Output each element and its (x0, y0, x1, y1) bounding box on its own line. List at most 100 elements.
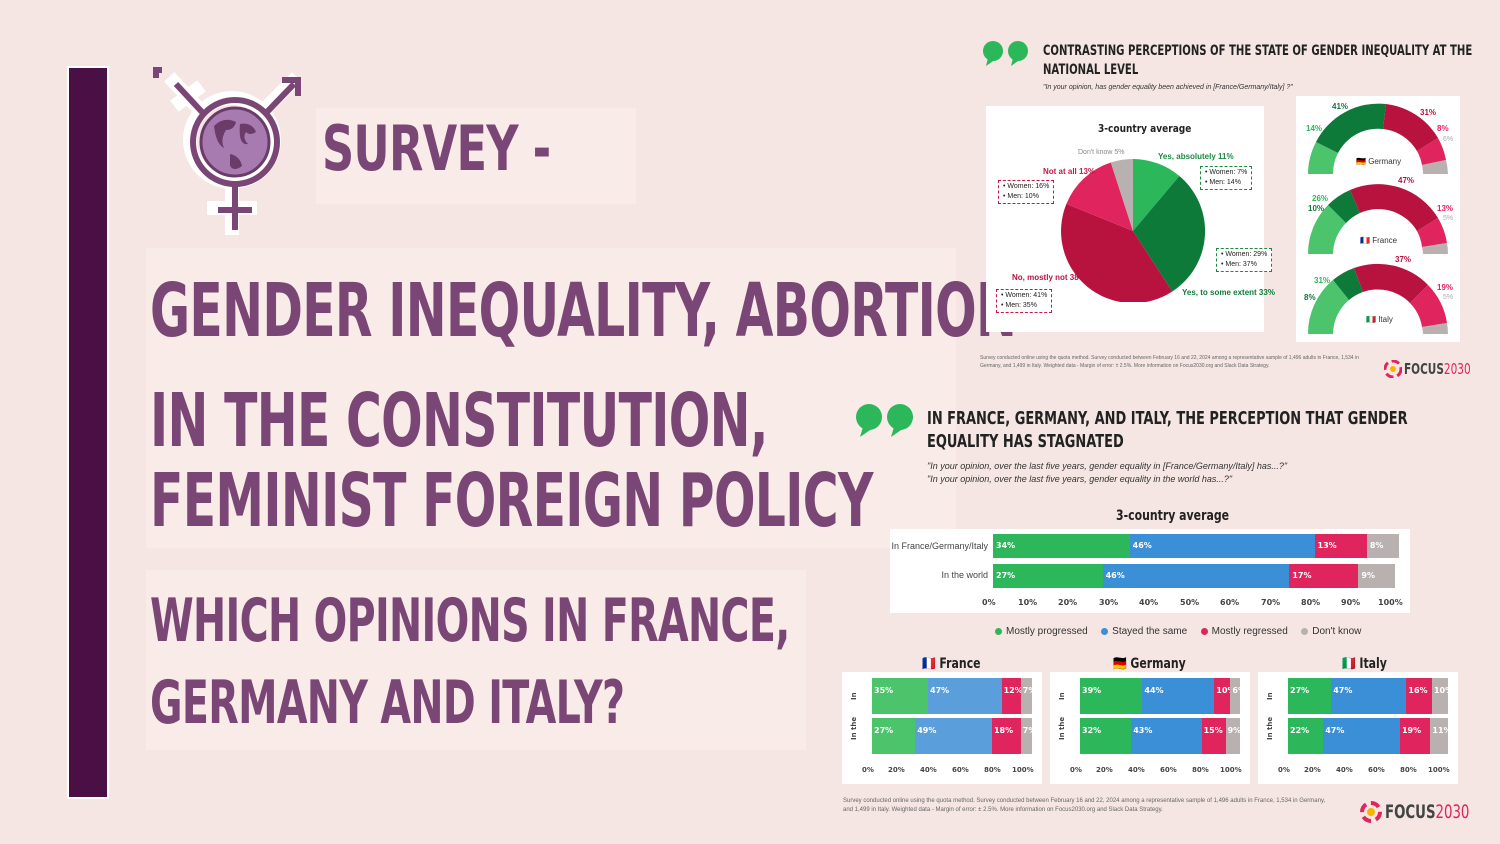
gender-globe-icon (153, 67, 302, 235)
bar-segment: 32% (1080, 718, 1132, 754)
bar-segment: 17% (1289, 564, 1359, 588)
country-title-france: 🇫🇷 France (922, 656, 981, 672)
mini-bar-row: 27% 49% 18% 7% (872, 718, 1032, 754)
pie-label-yes-some-extent: Yes, to some extent 33% (1182, 288, 1275, 297)
bar-segment: 7% (1020, 718, 1032, 754)
country-card-italy: In In the 27% 47% 16% 10% 22% 47% 19% 11… (1258, 672, 1458, 784)
mini-tick: 20% (1304, 766, 1321, 774)
gauge-it-3: 37% (1395, 255, 1412, 264)
mini-bar-row: 39% 44% 10% 6% (1080, 678, 1240, 714)
legend-same: Stayed the same (1101, 626, 1187, 637)
mini-tick: 80% (1192, 766, 1209, 774)
gauge-de-1: 14% (1306, 124, 1323, 133)
gauge-charts (1307, 103, 1448, 334)
bar-segment: 27% (993, 564, 1103, 588)
country-title-italy: 🇮🇹 Italy (1342, 656, 1387, 672)
quote-icon (983, 41, 1028, 66)
gauge-fr-4: 13% (1437, 204, 1454, 213)
bottom-footnote: Survey conducted online using the quota … (843, 798, 1326, 813)
legend-regressed: Mostly regressed (1200, 626, 1288, 637)
mini-tick: 40% (1128, 766, 1145, 774)
bar-segment: 9% (1225, 718, 1240, 754)
breakdown-yes-absolutely: • Women: 7% • Men: 14% (1200, 166, 1253, 190)
bar-segment: 27% (872, 718, 916, 754)
tick: 40% (1139, 598, 1159, 607)
bar-segment: 39% (1080, 678, 1143, 714)
bottom-question-2: "In your opinion, over the last five yea… (927, 474, 1233, 484)
mini-tick: 0% (1278, 766, 1290, 774)
bar-segment: 47% (928, 678, 1002, 714)
bar-segment: 18% (991, 718, 1021, 754)
pie-label-not-at-all: Not at all 13% (1043, 167, 1096, 176)
gauge-de-label: 🇩🇪 Germany (1356, 157, 1402, 166)
gauge-fr-label: 🇫🇷 France (1360, 236, 1398, 245)
focus-logo-top: FOCUS2030 (1384, 360, 1499, 378)
subtitle-highlight (146, 570, 806, 750)
bar-segment: 44% (1142, 678, 1215, 714)
bar-segment: 22% (1288, 718, 1324, 754)
subtitle-line-2: GERMANY AND ITALY? (150, 668, 625, 738)
bar-segment: 34% (993, 534, 1130, 558)
quote-icon-2 (856, 404, 913, 437)
headline-highlight (146, 248, 956, 548)
pie-label-no-mostly-not: No, mostly not 38% (1012, 273, 1086, 282)
mini-tick: 20% (1096, 766, 1113, 774)
avg-row-label-2: In the world (941, 570, 988, 580)
pie-title: 3-country average (1098, 122, 1192, 135)
mini-bar-row: 35% 47% 12% 7% (872, 678, 1032, 714)
breakdown-no-mostly-not: • Women: 41% • Men: 35% (996, 289, 1053, 313)
mini-row-label: In the (850, 716, 858, 740)
gauge-it-2: 8% (1304, 293, 1316, 302)
bar-segment: 27% (1288, 678, 1332, 714)
top-question: "In your opinion, has gender equality be… (1043, 84, 1293, 91)
headline-line-3: FEMINIST FOREIGN POLICY (150, 458, 873, 544)
gauge-de-2: 41% (1332, 102, 1349, 111)
bar-segment: 13% (1314, 534, 1367, 558)
country-card-germany: In In the 39% 44% 10% 6% 32% 43% 15% 9% … (1050, 672, 1250, 784)
gauge-de-4: 8% (1437, 124, 1449, 133)
tick: 60% (1220, 598, 1240, 607)
mini-row-label: In (850, 692, 858, 700)
breakdown-not-at-all: • Women: 16% • Men: 10% (998, 180, 1055, 204)
top-title-line-2: NATIONAL LEVEL (1043, 62, 1139, 78)
gauge-fr-2: 10% (1308, 204, 1325, 213)
bar-segment: 35% (872, 678, 928, 714)
gauge-fr-5: 5% (1443, 215, 1454, 222)
mini-tick: 80% (1400, 766, 1417, 774)
gauge-it-label: 🇮🇹 Italy (1366, 315, 1393, 324)
tick: 0% (982, 598, 996, 607)
country-card-france: In In the 35% 47% 12% 7% 27% 49% 18% 7% … (842, 672, 1042, 784)
subtitle-line-1: WHICH OPINIONS IN FRANCE, (150, 586, 790, 656)
pie-label-yes-absolutely: Yes, absolutely 11% (1158, 152, 1234, 161)
country-title-germany: 🇩🇪 Germany (1113, 656, 1186, 672)
bar-segment: 47% (1323, 718, 1400, 754)
gauge-de-5: 6% (1443, 136, 1454, 143)
pie-label-dont-know: Don't know 5% (1078, 149, 1125, 156)
mini-tick: 100% (1012, 766, 1034, 774)
mini-row-label: In (1266, 692, 1274, 700)
mini-tick: 40% (920, 766, 937, 774)
bar-segment: 46% (1129, 534, 1315, 558)
legend-progressed: Mostly progressed (995, 626, 1088, 637)
tick: 50% (1180, 598, 1200, 607)
bar-segment: 8% (1366, 534, 1399, 558)
bottom-legend: Mostly progressed Stayed the same Mostly… (995, 622, 1370, 640)
bar-segment: 15% (1201, 718, 1226, 754)
tick: 100% (1378, 598, 1403, 607)
gauge-de-3: 31% (1420, 108, 1437, 117)
headline-line-2: IN THE CONSTITUTION, (150, 378, 768, 464)
avg-chart-title: 3-country average (1116, 508, 1230, 524)
tick: 30% (1099, 598, 1119, 607)
mini-tick: 100% (1220, 766, 1242, 774)
pie-chart (1061, 159, 1206, 302)
focus-logo-icon (1360, 801, 1382, 823)
bar-segment: 9% (1358, 564, 1395, 588)
gauge-it-1: 31% (1314, 276, 1331, 285)
mini-tick: 60% (1368, 766, 1385, 774)
mini-tick: 60% (1160, 766, 1177, 774)
top-title-line-1: CONTRASTING PERCEPTIONS OF THE STATE OF … (1043, 43, 1473, 59)
tick: 20% (1058, 598, 1078, 607)
bar-segment: 10% (1431, 678, 1448, 714)
tick: 80% (1301, 598, 1321, 607)
bar-segment: 12% (1001, 678, 1021, 714)
